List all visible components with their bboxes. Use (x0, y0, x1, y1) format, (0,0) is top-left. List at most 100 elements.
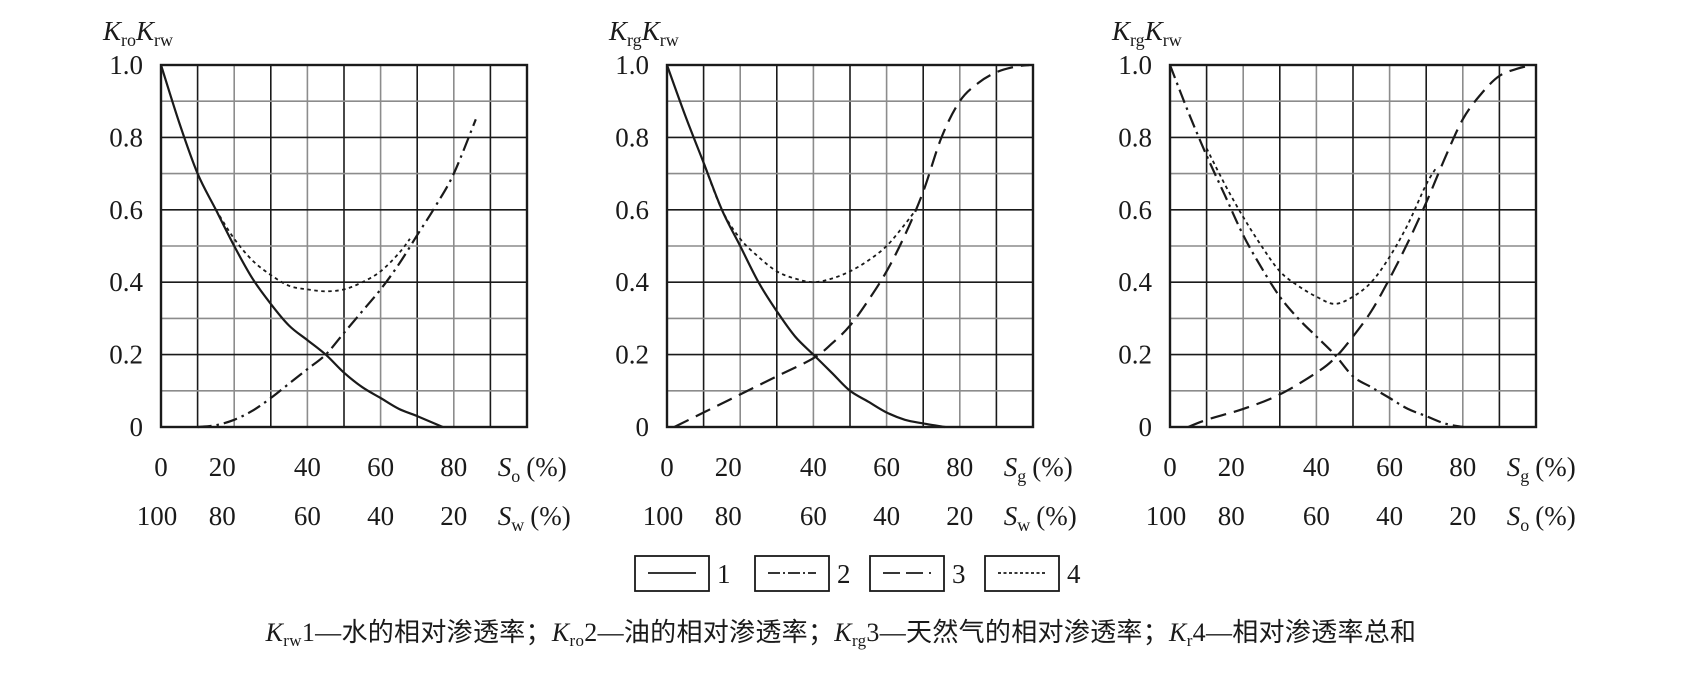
x-tick-label-primary: 60 (873, 452, 900, 482)
legend-swatch-box (634, 555, 710, 592)
x-axis-label-primary: Sg (%) (1507, 452, 1576, 486)
legend-label: 3 (952, 559, 966, 589)
plot-frame (1168, 63, 1538, 429)
grid (1170, 65, 1536, 427)
y-tick-label: 0.6 (1118, 195, 1152, 225)
series-krg-curve (673, 63, 1030, 428)
plot-frame (159, 63, 529, 429)
x-tick-label-secondary: 60 (294, 501, 321, 531)
x-tick-label-primary: 80 (946, 452, 973, 482)
x-tick-label-primary: 60 (1376, 452, 1403, 482)
x-tick-label-secondary: 40 (367, 501, 394, 531)
x-tick-label-primary: 60 (367, 452, 394, 482)
y-tick-label: 1.0 (615, 50, 649, 80)
x-axis-label-primary: Sg (%) (1004, 452, 1073, 486)
x-axis-ticks: 0 20 40 60 80 100 80 60 40 20 (137, 452, 468, 531)
x-tick-label-secondary: 40 (1376, 501, 1403, 531)
x-tick-label-secondary: 100 (643, 501, 684, 531)
y-tick-label: 0.8 (615, 122, 649, 152)
series-kr-curve (215, 209, 411, 293)
series-krw-curve (665, 64, 946, 429)
legend-label: 2 (837, 559, 851, 589)
caption-item-2: Kro2—油的相对渗透率； (551, 618, 835, 650)
x-tick-label-secondary: 20 (946, 501, 973, 531)
x-tick-label-primary: 0 (1163, 452, 1177, 482)
y-tick-label: 0 (1139, 412, 1153, 442)
x-tick-label-secondary: 100 (137, 501, 178, 531)
series-kr-curve (1205, 147, 1438, 305)
x-tick-label-primary: 80 (1449, 452, 1476, 482)
legend-swatch-box (984, 555, 1060, 592)
y-tick-label: 0.2 (109, 340, 143, 370)
y-tick-label: 0.6 (109, 195, 143, 225)
y-axis-ticks: 0 0.2 0.4 0.6 0.8 1.0 (109, 50, 143, 442)
x-tick-label-primary: 0 (154, 452, 168, 482)
x-tick-label-secondary: 60 (1303, 501, 1330, 531)
legend-item-4: 4 (984, 555, 1081, 592)
y-tick-label: 0.8 (1118, 122, 1152, 152)
y-tick-label: 1.0 (1118, 50, 1152, 80)
y-tick-label: 0.4 (615, 267, 649, 297)
x-tick-label-primary: 20 (715, 452, 742, 482)
x-axis-ticks: 0 20 40 60 80 100 80 60 40 20 (1146, 452, 1477, 531)
x-axis-label-primary: So (%) (498, 452, 567, 486)
y-tick-label: 0.2 (1118, 340, 1152, 370)
x-tick-label-secondary: 80 (209, 501, 236, 531)
x-tick-label-primary: 20 (209, 452, 236, 482)
x-tick-label-secondary: 60 (800, 501, 827, 531)
y-axis-label: KrgKrw (608, 16, 679, 50)
x-tick-label-primary: 80 (440, 452, 467, 482)
grid (161, 65, 527, 427)
legend: 1 2 3 4 (634, 555, 1081, 592)
x-tick-label-secondary: 20 (1449, 501, 1476, 531)
legend-item-2: 2 (754, 555, 851, 592)
x-axis-label-secondary: Sw (%) (1004, 501, 1077, 535)
legend-label: 4 (1067, 559, 1081, 589)
y-tick-label: 0.6 (615, 195, 649, 225)
x-axis-label-secondary: So (%) (1507, 501, 1576, 535)
x-tick-label-secondary: 20 (440, 501, 467, 531)
legend-swatch-box (869, 555, 945, 592)
caption-item-4: Kr4—相对渗透率总和 (1169, 618, 1417, 650)
y-tick-label: 0.8 (109, 122, 143, 152)
series-kr-curve (702, 162, 917, 284)
y-tick-label: 0 (636, 412, 650, 442)
x-tick-label-primary: 0 (660, 452, 674, 482)
y-tick-label: 0.4 (1118, 267, 1152, 297)
y-tick-label: 0.4 (109, 267, 143, 297)
x-tick-label-primary: 40 (1303, 452, 1330, 482)
y-axis-label: KroKrw (102, 16, 173, 50)
y-tick-label: 0.2 (615, 340, 649, 370)
caption-item-3: Krg3—天然气的相对渗透率； (834, 618, 1170, 650)
series-krg-curve (1187, 63, 1533, 429)
legend-swatch-box (754, 555, 830, 592)
caption-item-1: Krw1—水的相对渗透率； (265, 618, 552, 650)
y-axis-label: KrgKrw (1111, 16, 1182, 50)
x-tick-label-primary: 40 (294, 452, 321, 482)
x-tick-label-secondary: 80 (715, 501, 742, 531)
figure-caption: Krw1—水的相对渗透率；Kro2—油的相对渗透率；Krg3—天然气的相对渗透率… (0, 612, 1682, 651)
x-tick-label-secondary: 40 (873, 501, 900, 531)
series-kro-curve (1168, 64, 1464, 429)
legend-item-3: 3 (869, 555, 966, 592)
y-axis-ticks: 0 0.2 0.4 0.6 0.8 1.0 (615, 50, 649, 442)
legend-label: 1 (717, 559, 731, 589)
x-axis-label-secondary: Sw (%) (498, 501, 571, 535)
x-tick-label-secondary: 100 (1146, 501, 1187, 531)
series-krw-curve (159, 64, 444, 429)
legend-item-1: 1 (634, 555, 731, 592)
x-tick-label-primary: 20 (1218, 452, 1245, 482)
x-tick-label-primary: 40 (800, 452, 827, 482)
x-tick-label-secondary: 80 (1218, 501, 1245, 531)
y-tick-label: 0 (130, 412, 144, 442)
series-kro-curve (197, 118, 477, 429)
y-axis-ticks: 0 0.2 0.4 0.6 0.8 1.0 (1118, 50, 1152, 442)
y-tick-label: 1.0 (109, 50, 143, 80)
x-axis-ticks: 0 20 40 60 80 100 80 60 40 20 (643, 452, 974, 531)
grid (667, 65, 1033, 427)
plot-frame (665, 63, 1035, 429)
